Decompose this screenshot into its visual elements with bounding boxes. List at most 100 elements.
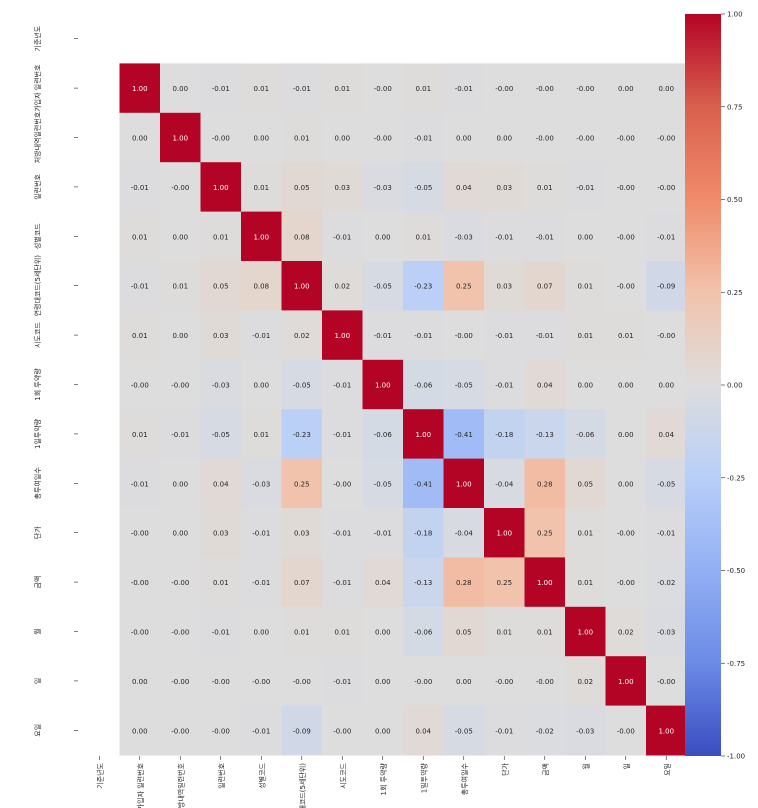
- heatmap-cell: [362, 606, 404, 657]
- cell-value-label: -0.03: [657, 629, 675, 637]
- cell-value-label: -0.00: [617, 579, 635, 587]
- heatmap-cell: [160, 112, 201, 163]
- cell-value-label: -0.01: [495, 382, 513, 390]
- heatmap-cell: [119, 310, 161, 361]
- heatmap-cell: [403, 656, 444, 707]
- cell-value-label: -0.00: [617, 184, 635, 192]
- y-tick-label: 요일: [33, 724, 42, 737]
- heatmap-cell: [119, 112, 161, 163]
- cell-value-label: -0.13: [536, 431, 554, 439]
- heatmap-cell: [241, 162, 282, 213]
- heatmap-cell: [362, 261, 404, 311]
- heatmap-cell: [605, 162, 647, 213]
- cell-value-label: -0.01: [495, 727, 513, 735]
- cell-value-label: -0.01: [333, 431, 351, 439]
- heatmap-cell: [241, 606, 282, 657]
- heatmap-cell: [403, 310, 444, 361]
- x-tick-label: 처방내역일련번호: [176, 762, 185, 808]
- cell-value-label: -0.00: [657, 135, 675, 143]
- heatmap-cell: [200, 310, 242, 361]
- heatmap-cell: [524, 310, 566, 361]
- heatmap-cell: [605, 211, 647, 262]
- cell-value-label: -0.03: [374, 184, 392, 192]
- colorbar-tick-label: -1.00: [727, 753, 745, 761]
- cell-value-label: -0.00: [657, 678, 675, 686]
- heatmap-cell: [241, 656, 282, 707]
- heatmap-cell: [281, 458, 323, 509]
- x-tick-label: 시도코드: [339, 762, 347, 788]
- cell-value-label: -0.01: [495, 233, 513, 241]
- heatmap-cell: [524, 211, 566, 262]
- heatmap-cell: [200, 63, 242, 114]
- cell-value-label: 0.03: [496, 283, 512, 291]
- heatmap-cell: [565, 656, 606, 707]
- heatmap-cell: [605, 63, 647, 114]
- colorbar-tick-label: 0.00: [727, 382, 743, 390]
- heatmap-cell: [160, 261, 201, 311]
- heatmap-cell: [524, 458, 566, 509]
- x-tick-label: 1회 투약량: [379, 762, 388, 795]
- heatmap-cell: [484, 112, 525, 163]
- heatmap-cell: [403, 359, 444, 410]
- cell-value-label: 0.03: [496, 184, 512, 192]
- heatmap-cell: [524, 112, 566, 163]
- cell-value-label: -0.01: [333, 530, 351, 538]
- heatmap-cell: [605, 261, 647, 311]
- heatmap-cell: [362, 112, 404, 163]
- heatmap-cell: [403, 211, 444, 262]
- cell-value-label: -0.01: [131, 480, 149, 488]
- colorbar-tick-label: -0.50: [727, 567, 745, 575]
- cell-value-label: -0.00: [374, 85, 392, 93]
- cell-value-label: 0.01: [213, 579, 229, 587]
- heatmap-cell: [119, 656, 161, 707]
- heatmap-cell: [524, 409, 566, 460]
- heatmap-cell: [646, 162, 687, 213]
- cell-value-label: -0.00: [171, 579, 189, 587]
- cell-value-label: -0.05: [657, 480, 675, 488]
- y-tick-label: 가입자 일련번호: [33, 64, 42, 112]
- cell-value-label: 0.01: [496, 629, 512, 637]
- cell-value-label: 0.00: [456, 678, 472, 686]
- cell-value-label: 0.25: [496, 579, 512, 587]
- heatmap-cell: [362, 656, 404, 707]
- cell-value-label: -0.00: [374, 135, 392, 143]
- heatmap-cell: [322, 162, 363, 213]
- cell-value-label: 1.00: [537, 579, 553, 587]
- cell-value-label: -0.05: [374, 283, 392, 291]
- cell-value-label: -0.00: [576, 85, 594, 93]
- colorbar-tick-label: 0.50: [727, 196, 743, 204]
- heatmap-cell: [443, 112, 485, 163]
- cell-value-label: 0.04: [537, 382, 553, 390]
- heatmap-cell: [362, 359, 404, 410]
- cell-value-label: -0.00: [576, 135, 594, 143]
- heatmap-cell: [443, 63, 485, 114]
- heatmap-cell: [565, 261, 606, 311]
- heatmap-cell: [605, 458, 647, 509]
- heatmap-cell: [241, 359, 282, 410]
- cell-value-label: 0.00: [132, 135, 148, 143]
- cell-value-label: -0.01: [131, 283, 149, 291]
- cell-value-label: 1.00: [456, 480, 472, 488]
- cell-value-label: -0.01: [536, 233, 554, 241]
- cell-value-label: 0.00: [658, 85, 674, 93]
- cell-value-label: 0.01: [577, 332, 593, 340]
- heatmap-cell: [646, 63, 687, 114]
- x-tick-label: 요일: [662, 763, 671, 776]
- heatmap-cell: [281, 656, 323, 707]
- colorbar-tick-label: -0.75: [727, 660, 745, 668]
- cell-value-label: 0.00: [132, 727, 148, 735]
- heatmap-cell: [200, 557, 242, 608]
- cell-value-label: -0.00: [293, 678, 311, 686]
- cell-value-label: -0.01: [333, 579, 351, 587]
- cell-value-label: -0.01: [495, 332, 513, 340]
- cell-value-label: -0.00: [212, 678, 230, 686]
- cell-value-label: -0.01: [252, 727, 270, 735]
- y-tick-label: 총투여일수: [33, 467, 42, 500]
- cell-value-label: -0.00: [414, 678, 432, 686]
- heatmap-cell: [281, 162, 323, 213]
- heatmap-cell: [362, 409, 404, 460]
- cell-value-label: -0.05: [455, 382, 473, 390]
- cell-value-label: -0.00: [171, 629, 189, 637]
- heatmap-cell: [362, 63, 404, 114]
- heatmap-cell: [200, 656, 242, 707]
